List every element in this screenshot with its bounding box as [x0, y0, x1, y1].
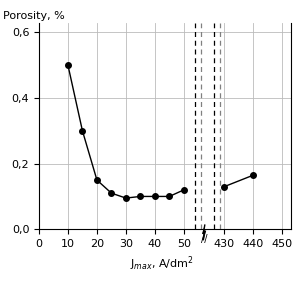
Text: J$_{max}$, A/dm$^2$: J$_{max}$, A/dm$^2$	[130, 254, 194, 273]
Text: //: //	[201, 234, 207, 244]
Text: Porosity, %: Porosity, %	[3, 11, 65, 21]
